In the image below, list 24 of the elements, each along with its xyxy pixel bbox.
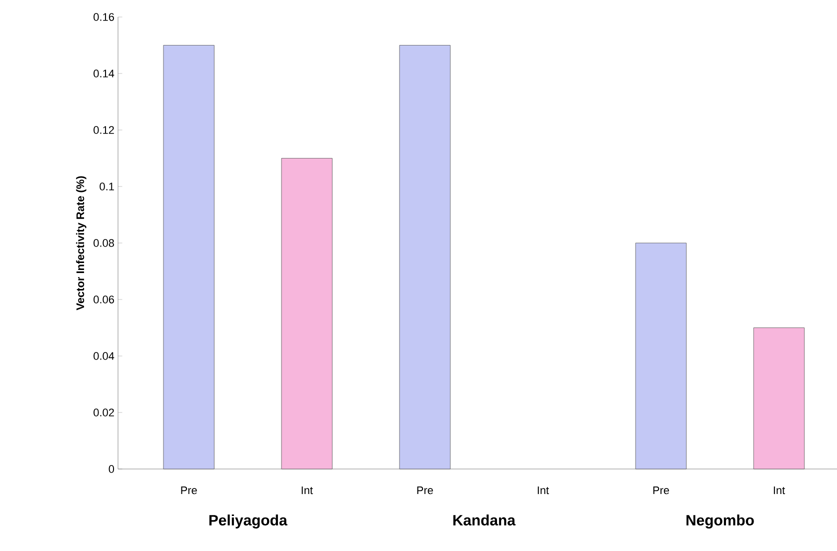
bar (163, 45, 214, 470)
bar (399, 45, 450, 470)
series-label: Int (302, 486, 313, 494)
y-tick-label: 0.14 (94, 70, 114, 78)
x-tick-label: Negombo (686, 514, 754, 529)
y-tick-label: 0 (108, 465, 114, 473)
y-tick-label: 0.06 (94, 296, 114, 304)
y-tick-label: 0.04 (94, 352, 114, 360)
bar (753, 328, 805, 470)
text: Pre (417, 486, 433, 494)
bar (281, 158, 332, 470)
y-axis-title: Vector Infectivity Rate (%) (76, 176, 86, 310)
text: Int (774, 486, 786, 494)
x-tick-label: Peliyagoda (209, 514, 288, 529)
text: Pre (653, 486, 669, 494)
y-tick-label: 0.16 (94, 13, 114, 21)
y-tick-label: 0.08 (94, 239, 114, 247)
y-tick-label: 0.02 (94, 408, 114, 416)
x-tick-label: Kandana (453, 514, 516, 526)
series-label: Pre (181, 486, 197, 494)
y-tick-label: 0.12 (94, 126, 114, 134)
bar (635, 242, 687, 470)
y-tick-label: 0.1 (100, 182, 114, 190)
text: Int (538, 486, 549, 494)
